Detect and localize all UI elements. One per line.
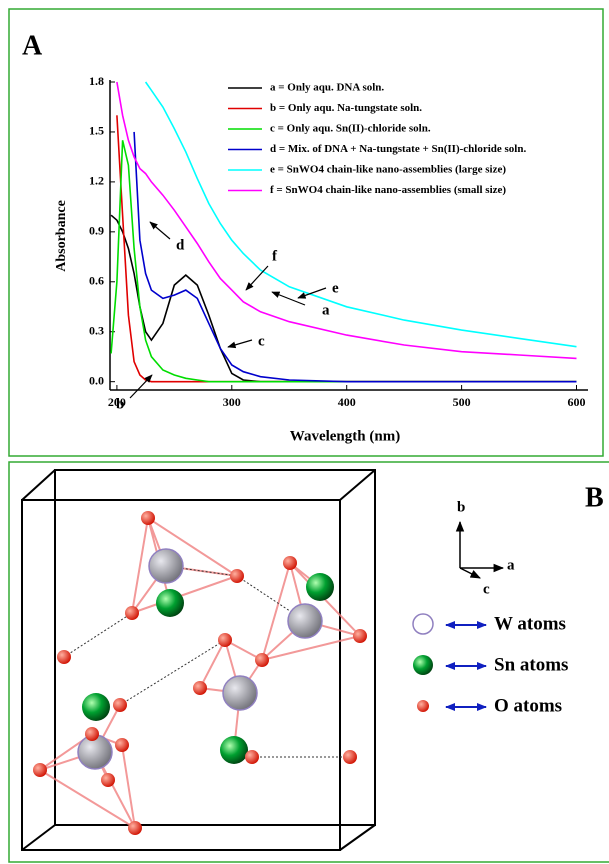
series-line (111, 140, 576, 381)
y-axis-label: Absorbance (54, 200, 69, 272)
annotation: b (116, 396, 124, 412)
legend-label: c = Only aqu. Sn(II)-chloride soln. (270, 123, 431, 135)
annotation-arrow (298, 288, 326, 298)
axis-label: a (507, 557, 515, 573)
atom-legend-symbols (413, 614, 486, 712)
bonds (40, 518, 360, 828)
y-tick-label: 0.6 (89, 274, 104, 288)
legend-label: O atoms (494, 695, 562, 716)
legend-label: b = Only aqu. Na-tungstate soln. (270, 102, 422, 114)
axis-label: c (483, 581, 490, 597)
axis-label: b (457, 499, 465, 515)
legend-label: f = SnWO4 chain-like nano-assemblies (sm… (270, 184, 506, 196)
annotation-arrow (150, 222, 170, 239)
x-tick-label: 400 (338, 395, 356, 409)
y-tick-label: 0.9 (89, 224, 104, 238)
figure: A Wavelength (nm) Absorbance 0.0 0.3 0.6 0.… (0, 0, 609, 864)
y-tick-label: 0.0 (89, 373, 104, 387)
annotation: a (322, 302, 330, 318)
y-tick-label: 1.2 (89, 174, 104, 188)
o-atoms (33, 511, 367, 835)
annotation-arrow (130, 375, 152, 398)
y-tick-label: 1.8 (89, 74, 104, 88)
legend-label: d = Mix. of DNA + Na-tungstate + Sn(II)-… (270, 143, 526, 155)
x-axis-label: Wavelength (nm) (290, 428, 400, 444)
unit-cell (22, 470, 375, 850)
legend-label: e = SnWO4 chain-like nano-assemblies (la… (270, 164, 506, 176)
annotation: d (176, 237, 185, 253)
series-line (117, 115, 577, 381)
annotation-arrow (228, 340, 252, 347)
legend-label: Sn atoms (494, 654, 568, 675)
annotation: c (258, 333, 265, 349)
panel-label: A (22, 30, 43, 61)
y-tick-label: 1.5 (89, 124, 104, 138)
axis-triad (460, 522, 503, 578)
legend-label: W atoms (494, 613, 566, 634)
x-tick-label: 300 (223, 395, 241, 409)
annotation-arrow (272, 292, 305, 305)
y-tick-label: 0.3 (89, 323, 104, 337)
sn-atoms (82, 573, 334, 764)
annotation: e (332, 280, 339, 296)
panel-label: B (585, 482, 604, 513)
annotation-arrow (246, 266, 268, 290)
x-tick-label: 600 (568, 395, 586, 409)
legend-label: a = Only aqu. DNA soln. (270, 82, 384, 94)
x-tick-label: 500 (453, 395, 471, 409)
annotation: f (272, 248, 278, 264)
